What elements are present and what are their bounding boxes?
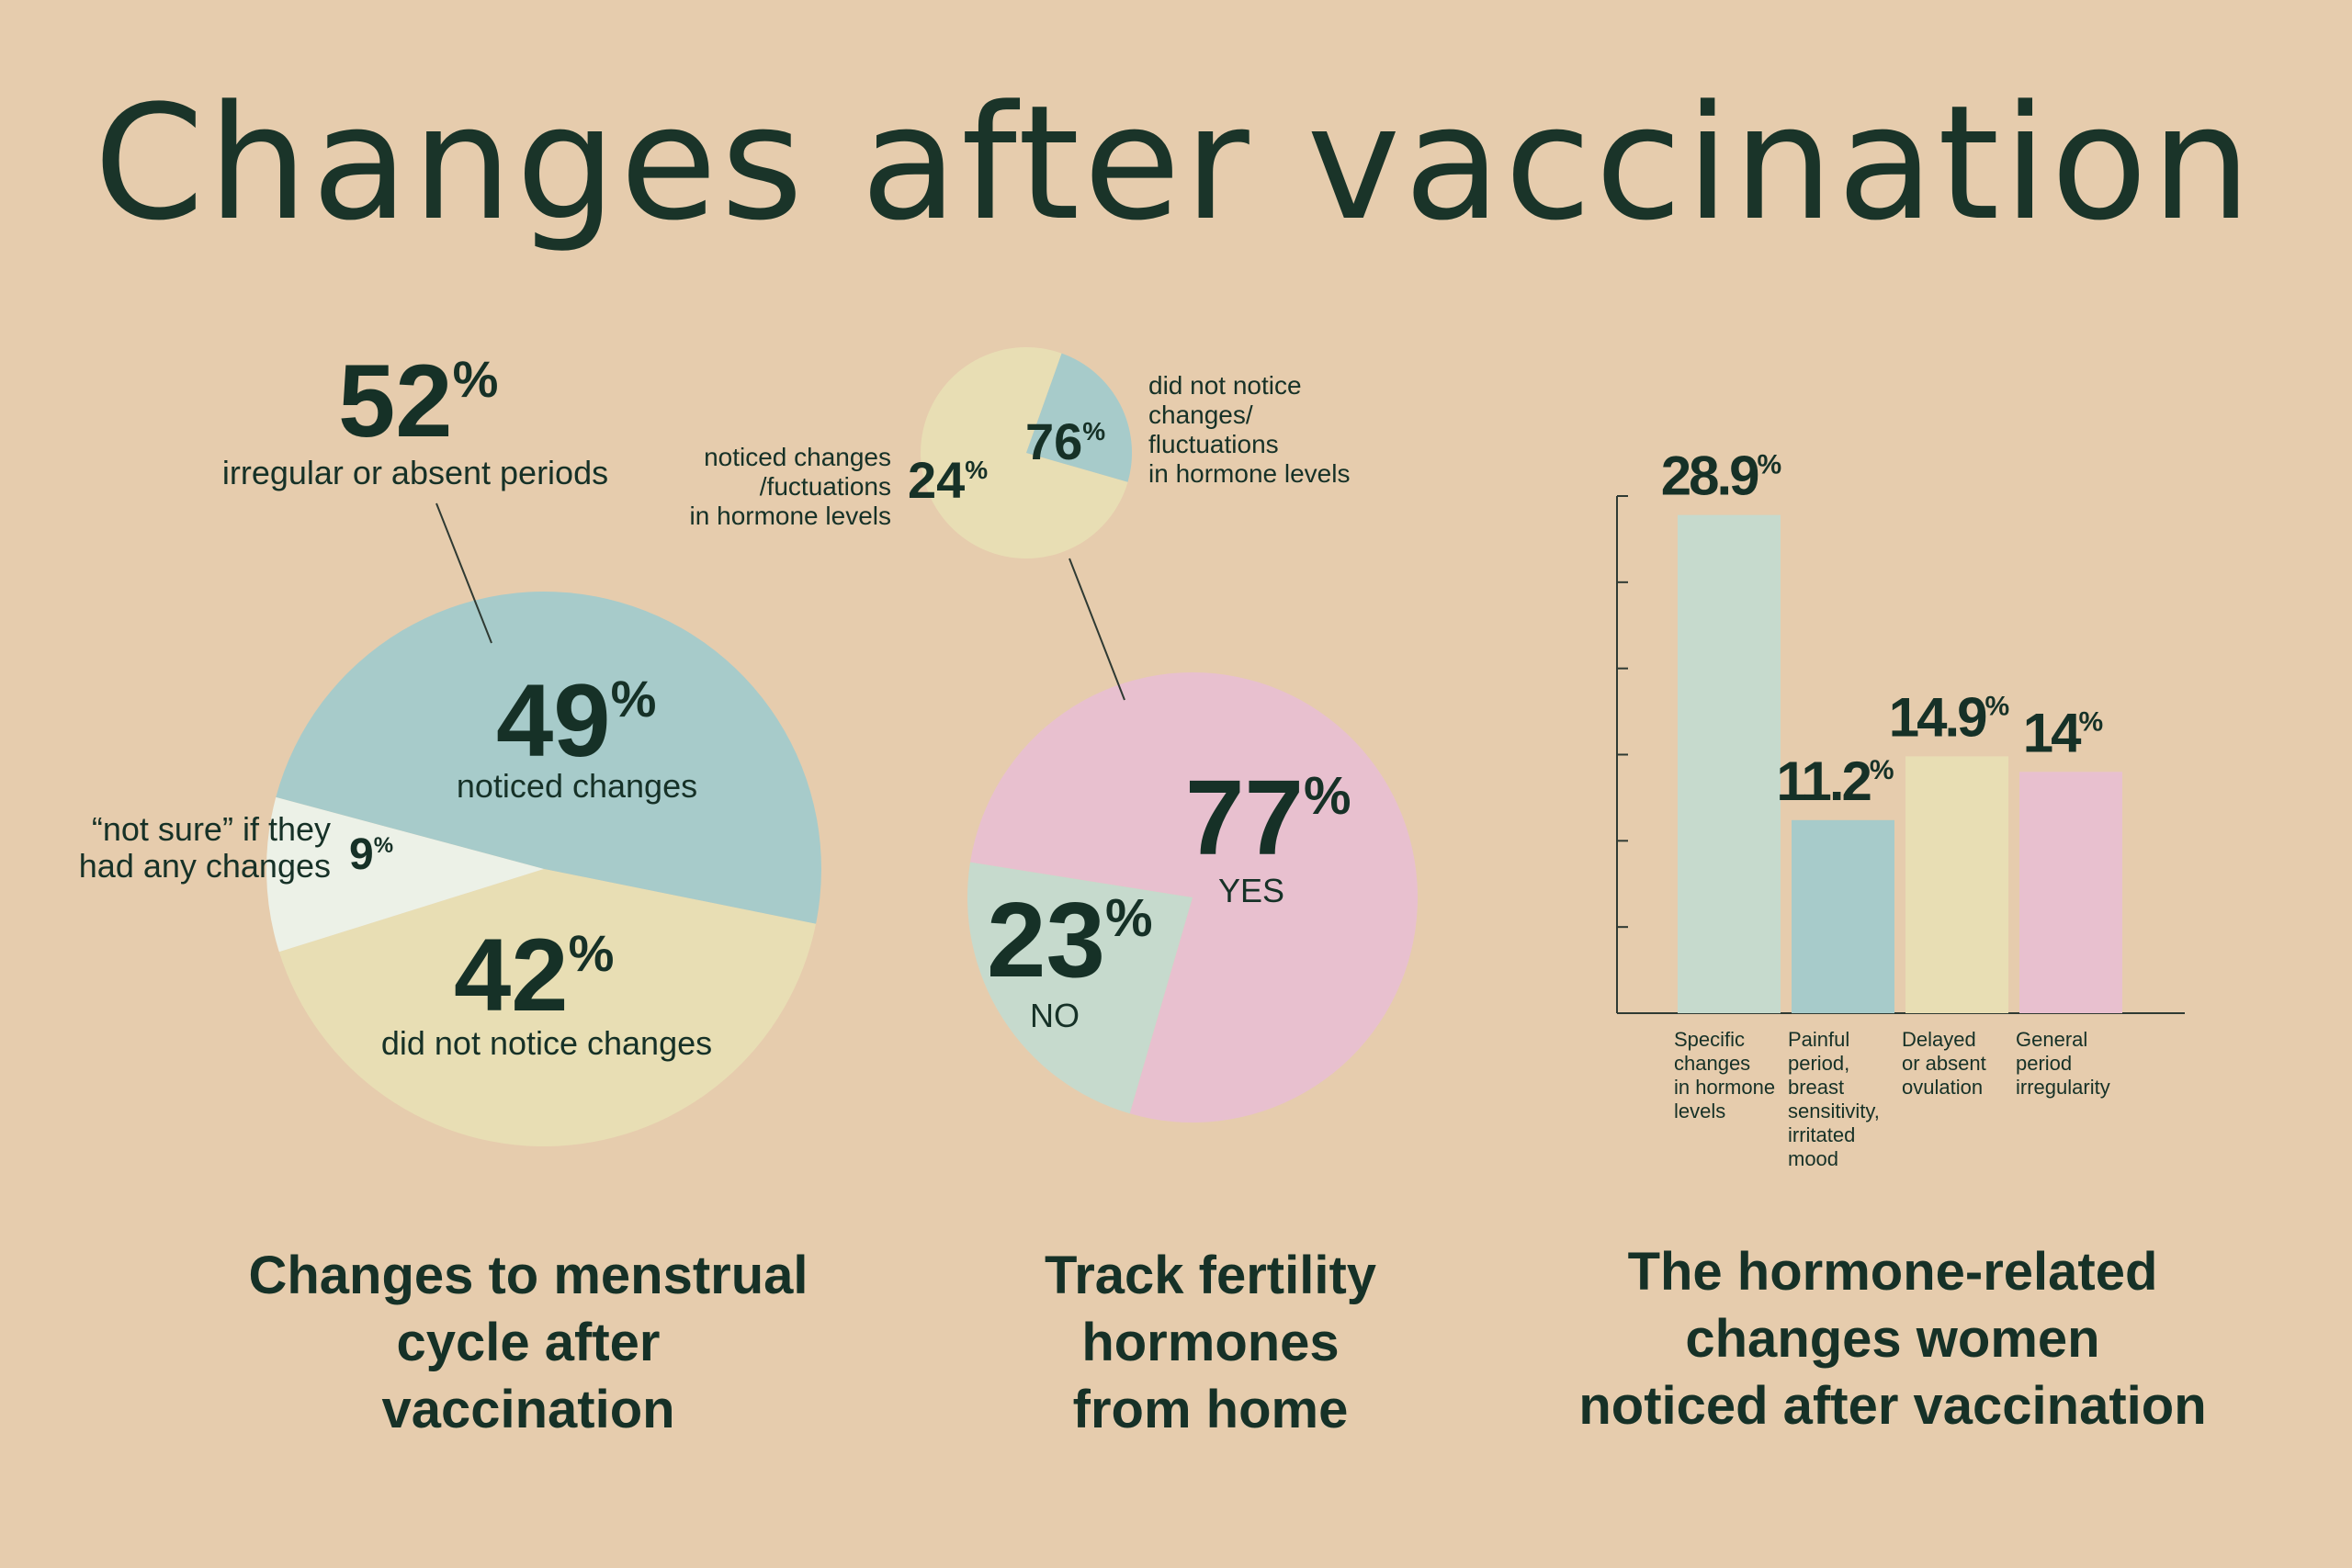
page-title: Changes after vaccination [94, 71, 2256, 255]
slice-percent: 42% [454, 918, 614, 1032]
inset-slice-label: did not notice [1148, 371, 1302, 400]
bar-value-label: 14.9% [1889, 686, 2009, 748]
fertility-tracking-pie-chart: 77%YES 23%NO 76% 24% did not noticechanges/f… [690, 346, 1419, 1122]
pie-slice [967, 862, 1193, 1114]
inset-slice-label: noticed changes [704, 443, 891, 471]
callout-line [1069, 558, 1125, 701]
pie-slice [278, 869, 817, 1146]
slice-percent: 9% [349, 830, 393, 879]
bar [1905, 756, 2008, 1013]
callout-line [435, 502, 492, 644]
slice-label: did not notice changes [381, 1024, 712, 1062]
bar-category-label: or absent [1902, 1052, 1986, 1075]
bar-category-label: in hormone [1674, 1076, 1775, 1099]
pie-slice [970, 671, 1419, 1122]
bar-category-label: Specific [1674, 1028, 1745, 1051]
bar [1678, 514, 1781, 1013]
bar-category-label: period, [1788, 1052, 1849, 1075]
inset-pie-slice [1026, 353, 1133, 482]
slice-percent: 77% [1185, 758, 1351, 877]
pie-slice [266, 796, 544, 953]
bar-category-label: irritated [1788, 1123, 1855, 1146]
slice-label: “not sure” if they [92, 810, 331, 848]
caption-line: The hormone-related [1627, 1242, 2158, 1302]
inset-pie-slice [921, 346, 1128, 558]
inset-slice-label: fluctuations [1148, 430, 1279, 458]
bar-category-label: Delayed [1902, 1028, 1976, 1051]
bar-category-label: ovulation [1902, 1076, 1983, 1099]
bar-value-label: 11.2% [1776, 750, 1893, 812]
bar-value-label: 14% [2023, 702, 2103, 763]
inset-slice-label: changes/ [1148, 400, 1253, 429]
caption-line: cycle after [396, 1313, 661, 1372]
caption-line: noticed after vaccination [1578, 1376, 2207, 1436]
callout-percent: 52% [338, 344, 498, 458]
bar-value-label: 28.9% [1661, 446, 1781, 507]
bar-category-label: irregularity [2016, 1076, 2110, 1099]
inset-slice-percent: 76% [1025, 412, 1105, 470]
bar-category-label: breast [1788, 1076, 1844, 1099]
bar-category-label: changes [1674, 1052, 1750, 1075]
caption-line: vaccination [381, 1380, 675, 1439]
caption-line: from home [1072, 1380, 1349, 1439]
caption-line: Track fertility [1044, 1246, 1377, 1305]
inset-slice-label: in hormone levels [1148, 459, 1350, 488]
menstrual-cycle-caption: Changes to menstrual cycle after vaccina… [202, 1242, 854, 1443]
bar-category-label: mood [1788, 1147, 1838, 1170]
bar-category-label: period [2016, 1052, 2072, 1075]
inset-slice-label: /fuctuations [760, 472, 891, 501]
caption-line: changes women [1685, 1309, 2100, 1369]
slice-percent: 49% [496, 663, 656, 778]
fertility-tracking-caption: Track fertility hormones from home [974, 1242, 1447, 1443]
bar-category-label: levels [1674, 1100, 1725, 1122]
menstrual-cycle-pie-chart: 52%irregular or absent periods 49%noticed… [79, 344, 821, 1146]
bar [2019, 772, 2122, 1013]
inset-slice-label: in hormone levels [690, 502, 891, 530]
bar-category-label: sensitivity, [1788, 1100, 1880, 1122]
bar [1792, 819, 1894, 1013]
slice-label: noticed changes [457, 767, 697, 805]
inset-slice-percent: 24% [908, 451, 988, 509]
caption-line: Changes to menstrual [248, 1246, 808, 1305]
hormone-changes-caption: The hormone-related changes women notice… [1525, 1238, 2260, 1439]
slice-percent: 23% [987, 880, 1153, 999]
slice-label: had any changes [79, 847, 331, 885]
slice-label: NO [1030, 997, 1080, 1034]
pie-slice [276, 592, 821, 924]
callout-label: irregular or absent periods [222, 454, 608, 491]
slice-label: YES [1218, 872, 1284, 909]
bar-category-label: Painful [1788, 1028, 1849, 1051]
caption-line: hormones [1081, 1313, 1340, 1372]
bar-category-label: General [2016, 1028, 2087, 1051]
